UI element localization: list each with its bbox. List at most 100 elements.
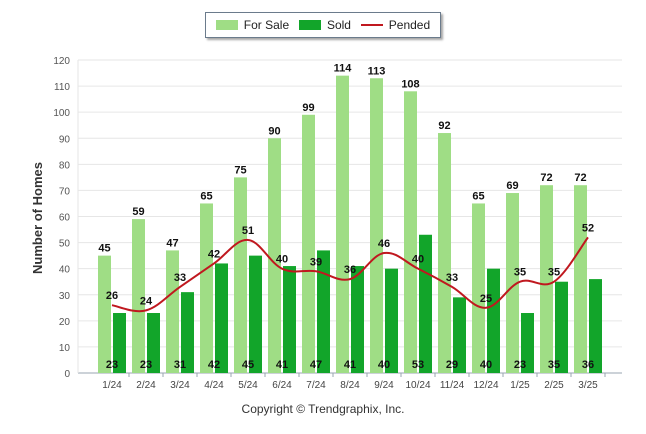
label-sold: 29: [446, 359, 458, 371]
label-pended: 35: [514, 267, 526, 279]
grid-lines: [77, 59, 622, 374]
label-sold: 36: [582, 359, 594, 371]
label-sold: 41: [276, 359, 288, 371]
y-axis-ticks: 0 10 20 30 40 50 60 70 80 90 100 110 120: [53, 56, 70, 380]
y-tick-label: 60: [59, 213, 71, 224]
label-pended: 35: [548, 267, 560, 279]
label-for-sale: 45: [98, 243, 110, 255]
bar-sold: [419, 234, 432, 373]
y-tick-label: 120: [53, 56, 70, 67]
bar-for-sale: [98, 255, 111, 373]
bar-sold: [487, 268, 500, 373]
label-for-sale: 47: [166, 237, 178, 249]
bar-sold: [589, 279, 602, 373]
bars: [98, 75, 602, 374]
y-tick-label: 40: [59, 265, 71, 276]
label-pended: 26: [106, 290, 118, 302]
x-tick-label: 3/25: [578, 380, 598, 391]
label-pended: 33: [446, 272, 458, 284]
x-tick-label: 9/24: [374, 380, 394, 391]
pended-line-path: [111, 236, 589, 313]
bar-for-sale: [166, 250, 179, 373]
legend: For Sale Sold Pended: [205, 12, 441, 38]
x-tick-label: 6/24: [272, 380, 292, 391]
legend-label-for-sale: For Sale: [243, 18, 290, 32]
label-for-sale: 65: [472, 190, 484, 202]
bar-sold: [555, 281, 568, 373]
for-sale-swatch: [215, 20, 238, 30]
label-sold: 23: [106, 359, 118, 371]
bar-for-sale: [234, 177, 247, 373]
label-for-sale: 72: [574, 172, 586, 184]
label-sold: 42: [208, 359, 220, 371]
label-for-sale: 75: [234, 164, 246, 176]
x-tick-label: 3/24: [170, 380, 190, 391]
y-tick-label: 30: [59, 291, 71, 302]
bar-for-sale: [336, 75, 349, 374]
label-pended: 40: [276, 254, 288, 266]
bar-sold: [215, 263, 228, 373]
bar-for-sale: [370, 78, 383, 373]
pended-swatch: [360, 24, 383, 26]
label-for-sale: 72: [540, 172, 552, 184]
label-pended: 51: [242, 225, 254, 237]
y-tick-label: 90: [59, 134, 71, 145]
x-tick-label: 1/25: [510, 380, 530, 391]
bar-sold: [521, 313, 534, 373]
y-tick-label: 80: [59, 160, 71, 171]
label-sold: 40: [378, 359, 390, 371]
bar-sold: [283, 266, 296, 373]
y-tick-label: 20: [59, 317, 71, 328]
copyright-text: Copyright © Trendgraphix, Inc.: [241, 402, 405, 416]
label-pended: 40: [412, 254, 424, 266]
bar-for-sale: [540, 185, 553, 373]
label-for-sale: 99: [302, 102, 314, 114]
x-tick-label: 5/24: [238, 380, 258, 391]
x-tick-label: 4/24: [204, 380, 224, 391]
x-tick-label: 1/24: [102, 380, 122, 391]
label-sold: 23: [140, 359, 152, 371]
sold-swatch: [298, 20, 321, 30]
label-pended: 52: [582, 222, 594, 234]
x-tick-label: 12/24: [473, 380, 498, 391]
legend-item-pended[interactable]: Pended: [360, 18, 430, 32]
bar-sold: [385, 268, 398, 373]
y-axis-label: Number of Homes: [30, 162, 45, 274]
bar-for-sale: [132, 219, 145, 373]
x-tick-label: 7/24: [306, 380, 326, 391]
bar-for-sale: [472, 203, 485, 373]
label-sold: 35: [548, 359, 560, 371]
bar-for-sale: [268, 138, 281, 373]
label-pended: 24: [140, 295, 153, 307]
bar-sold: [351, 266, 364, 373]
bar-for-sale: [506, 193, 519, 373]
bar-for-sale: [574, 185, 587, 373]
label-pended: 46: [378, 238, 390, 250]
label-for-sale: 59: [132, 206, 144, 218]
bar-for-sale: [302, 114, 315, 374]
x-tick-label: 10/24: [405, 380, 430, 391]
label-for-sale: 92: [438, 120, 450, 132]
legend-item-sold[interactable]: Sold: [298, 18, 351, 32]
label-for-sale: 69: [506, 180, 518, 192]
label-for-sale: 113: [368, 65, 386, 77]
legend-item-for-sale[interactable]: For Sale: [215, 18, 290, 32]
y-tick-label: 50: [59, 239, 71, 250]
x-tick-label: 2/24: [136, 380, 156, 391]
bar-for-sale: [404, 91, 417, 374]
bar-sold: [249, 255, 262, 373]
label-sold: 45: [242, 359, 254, 371]
bar-sold: [147, 313, 160, 373]
bar-sold: [453, 297, 466, 373]
label-sold: 53: [412, 359, 424, 371]
y-tick-label: 110: [54, 82, 70, 93]
label-pended: 36: [344, 264, 356, 276]
y-tick-label: 10: [59, 343, 71, 354]
x-tick-label: 11/24: [440, 380, 465, 391]
label-sold: 23: [514, 359, 526, 371]
y-tick-label: 70: [59, 186, 71, 197]
label-pended: 25: [480, 293, 492, 305]
bar-for-sale: [200, 203, 213, 373]
bar-sold: [317, 250, 330, 373]
